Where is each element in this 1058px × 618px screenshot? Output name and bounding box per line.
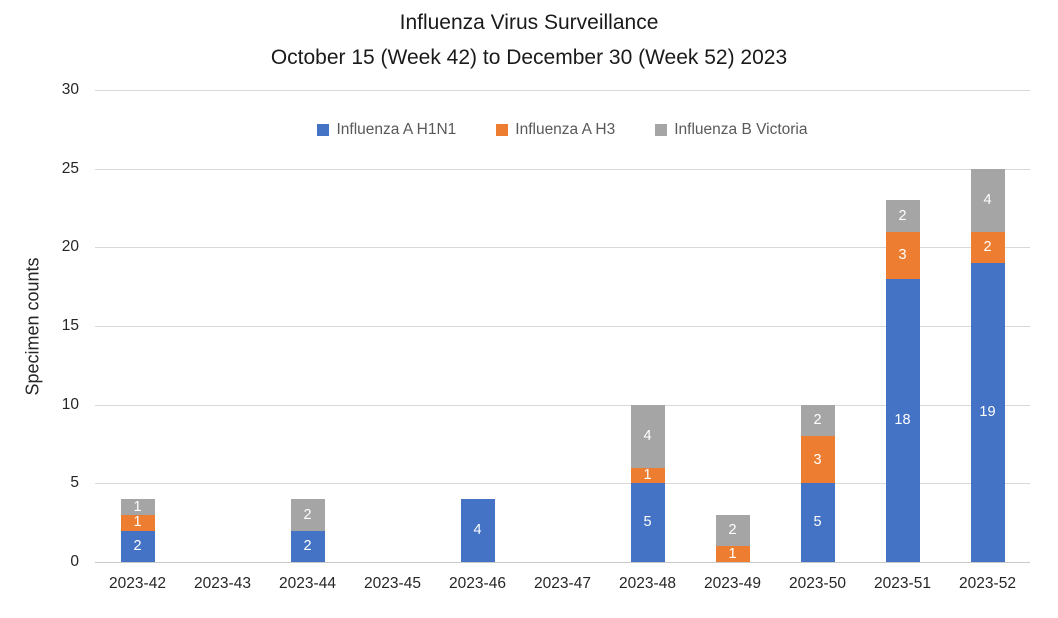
- bar-segment-influenza-b-victoria-2023-48: 4: [630, 404, 665, 468]
- bar-data-label: 2: [728, 522, 737, 539]
- bar-data-label: 2: [303, 538, 312, 555]
- bar-segment-influenza-a-h3-2023-49: 1: [715, 545, 750, 562]
- bar-segment-influenza-b-victoria-2023-50: 2: [800, 404, 835, 437]
- bar-segment-influenza-a-h1n1-2023-52: 19: [970, 263, 1005, 562]
- legend-label: Influenza A H1N1: [336, 121, 457, 138]
- bar-segment-influenza-b-victoria-2023-42: 1: [120, 498, 155, 515]
- x-tick-label-2023-46: 2023-46: [449, 575, 506, 592]
- legend-item-influenza-a-h3: Influenza A H3: [496, 121, 615, 139]
- bar-data-label: 4: [473, 522, 482, 539]
- gridline-y20: [95, 247, 1030, 249]
- legend-marker-icon: [655, 124, 668, 136]
- chart-legend: Influenza A H1N1 Influenza A H3 Influenza …: [95, 121, 1030, 139]
- bar-data-label: 1: [728, 545, 737, 562]
- bar-segment-influenza-a-h1n1-2023-44: 2: [290, 530, 325, 562]
- x-tick-label-2023-44: 2023-44: [279, 575, 336, 592]
- gridline-y5: [95, 483, 1030, 485]
- y-tick-label-30: 30: [61, 81, 79, 98]
- legend-label: Influenza A H3: [515, 121, 616, 138]
- y-tick-label-10: 10: [61, 395, 79, 413]
- bar-data-label: 3: [898, 246, 907, 263]
- bar-data-label: 1: [133, 498, 142, 515]
- y-tick-label-25: 25: [61, 159, 79, 177]
- bar-data-label: 1: [643, 467, 652, 484]
- bar-segment-influenza-a-h1n1-2023-48: 5: [630, 483, 665, 562]
- x-tick-label-2023-48: 2023-48: [619, 575, 676, 592]
- chart-title-line2: October 15 (Week 42) to December 30 (Wee…: [270, 46, 788, 69]
- bar-data-label: 2: [303, 506, 312, 523]
- bar-segment-influenza-a-h1n1-2023-46: 4: [460, 499, 495, 562]
- bar-segment-influenza-a-h3-2023-42: 1: [120, 514, 155, 531]
- x-tick-label-2023-47: 2023-47: [534, 575, 591, 592]
- bar-data-label: 3: [813, 451, 822, 468]
- y-tick-label-20: 20: [61, 238, 79, 256]
- bar-data-label: 2: [813, 412, 822, 429]
- x-tick-label-2023-49: 2023-49: [704, 575, 761, 592]
- x-tick-label-2023-43: 2023-43: [194, 575, 251, 592]
- bar-segment-influenza-a-h3-2023-50: 3: [800, 436, 835, 484]
- chart-title: Influenza Virus Surveillance October 15 …: [0, 5, 1058, 75]
- bar-data-label: 19: [979, 404, 996, 421]
- chart-title-line1: Influenza Virus Surveillance: [399, 11, 659, 34]
- bar-segment-influenza-b-victoria-2023-51: 2: [885, 200, 920, 232]
- bar-data-label: 2: [983, 239, 992, 256]
- legend-item-influenza-b-victoria: Influenza B Victoria: [655, 121, 808, 139]
- bar-data-label: 4: [643, 427, 652, 444]
- plot-area: 0 5 10 15 20 25 30 2 1 1 2023-42 2023-43 2 2 2023-44 20…: [62, 81, 1030, 592]
- bar-segment-influenza-a-h3-2023-48: 1: [630, 467, 665, 484]
- gridline-y10: [95, 404, 1030, 406]
- bar-segment-influenza-b-victoria-2023-44: 2: [290, 499, 325, 531]
- x-tick-label-2023-50: 2023-50: [789, 575, 846, 592]
- x-tick-label-2023-52: 2023-52: [959, 575, 1016, 592]
- bar-data-label: 5: [813, 514, 822, 531]
- bar-segment-influenza-b-victoria-2023-52: 4: [970, 168, 1005, 232]
- bar-segment-influenza-b-victoria-2023-49: 2: [715, 514, 750, 547]
- gridline-y25: [95, 168, 1030, 170]
- legend-item-influenza-a-h1n1: Influenza A H1N1: [317, 121, 456, 139]
- bar-data-label: 5: [643, 514, 652, 531]
- bar-data-label: 4: [983, 191, 992, 208]
- bar-segment-influenza-a-h1n1-2023-42: 2: [120, 530, 155, 562]
- bar-segment-influenza-a-h1n1-2023-50: 5: [800, 483, 835, 562]
- gridline-y30: [95, 90, 1030, 91]
- bar-segment-influenza-a-h3-2023-51: 3: [885, 231, 920, 279]
- y-tick-label-15: 15: [61, 317, 79, 334]
- x-tick-label-2023-51: 2023-51: [874, 575, 931, 592]
- bar-segment-influenza-a-h1n1-2023-51: 18: [885, 278, 920, 562]
- bar-data-label: 2: [898, 207, 907, 224]
- bar-data-label: 2: [133, 538, 142, 555]
- bar-data-label: 18: [894, 412, 911, 429]
- legend-marker-icon: [317, 124, 330, 136]
- bar-data-label: 1: [133, 514, 142, 531]
- gridline-y0: [95, 562, 1030, 563]
- x-tick-label-2023-45: 2023-45: [364, 575, 421, 592]
- y-tick-label-0: 0: [70, 553, 79, 570]
- x-tick-label-2023-42: 2023-42: [109, 575, 166, 592]
- legend-marker-icon: [496, 124, 509, 136]
- legend-label: Influenza B Victoria: [674, 121, 808, 138]
- y-tick-label-5: 5: [70, 474, 79, 492]
- bar-segment-influenza-a-h3-2023-52: 2: [970, 231, 1005, 264]
- gridline-y15: [95, 326, 1030, 327]
